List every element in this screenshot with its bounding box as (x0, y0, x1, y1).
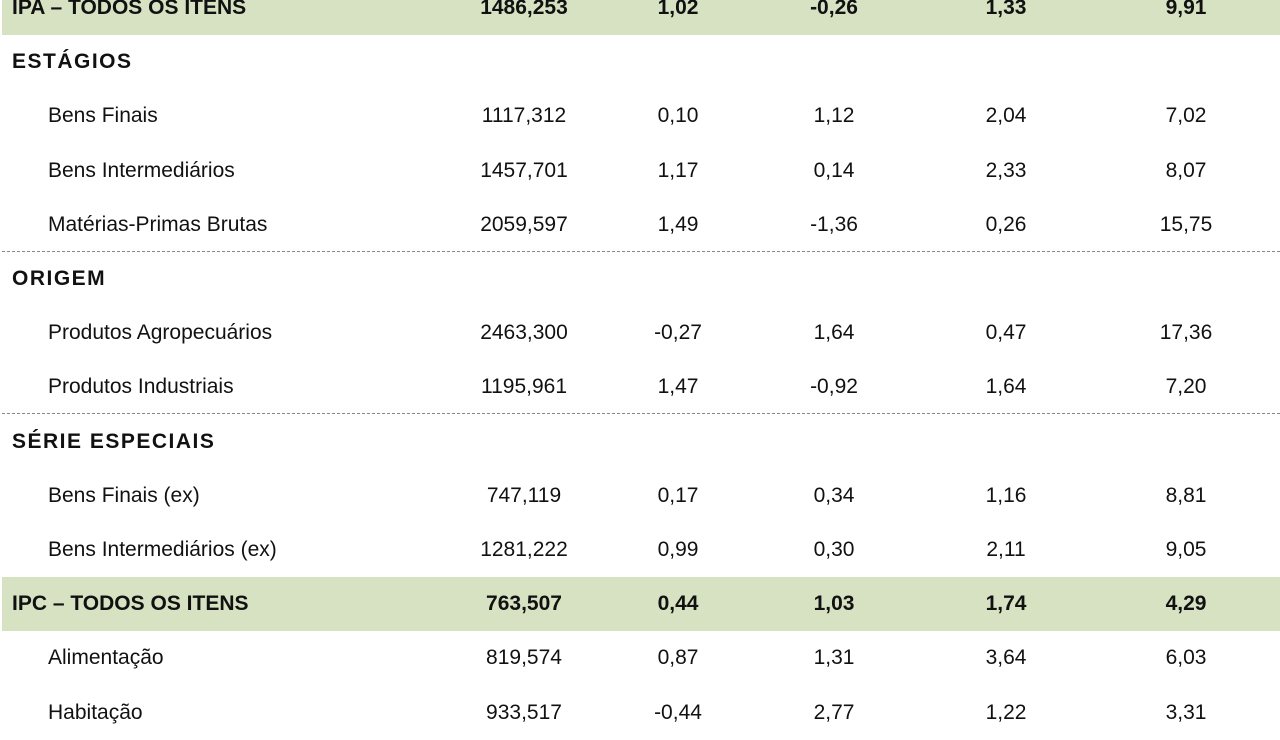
section-row: ESTÁGIOS (2, 35, 1280, 89)
cell: 1,03 (813, 592, 855, 616)
cell: 1281,222 (480, 538, 568, 561)
cell: -0,27 (654, 321, 702, 345)
total-row: IPA – TODOS OS ITENS 1486,253 1,02 -0,26 1,3… (2, 0, 1280, 35)
cell: 7,02 (1165, 104, 1207, 128)
item-row: Alimentação 819,574 0,87 1,31 3,64 6,03 (2, 631, 1280, 685)
cell: 1486,253 (480, 0, 568, 19)
item-row: Matérias-Primas Brutas 2059,597 1,49 -1,36 0… (2, 198, 1280, 252)
cell: 1,47 (657, 375, 699, 399)
cell: 1,74 (985, 592, 1027, 616)
row-label: Habitação (48, 700, 143, 724)
row-label: IPC – TODOS OS ITENS (12, 592, 249, 616)
row-label: SÉRIE ESPECIAIS (12, 429, 216, 453)
cell: 2,04 (985, 104, 1027, 128)
cell: 933,517 (486, 700, 562, 724)
cell: 819,574 (486, 646, 562, 670)
cell: -0,92 (810, 375, 858, 399)
cell: 4,29 (1165, 592, 1207, 616)
row-label: ESTÁGIOS (12, 50, 133, 74)
section-row: ORIGEM (2, 252, 1280, 306)
cell: 0,10 (657, 104, 699, 128)
row-label: IPA – TODOS OS ITENS (12, 0, 247, 19)
item-row: Bens Intermediários (ex) 1281,222 0,99 0,30… (2, 523, 1280, 577)
cell: 17,36 (1159, 321, 1213, 345)
row-label: Bens Intermediários (48, 158, 235, 182)
row-label: Matérias-Primas Brutas (48, 212, 268, 236)
cell: 1,12 (813, 104, 855, 128)
cell: 6,03 (1165, 646, 1207, 670)
cell: 1,22 (985, 700, 1027, 724)
cell: -0,44 (654, 700, 702, 724)
cell: 2,33 (985, 158, 1027, 182)
page: {"table": {"rows": [ {"label": "IPA – TO… (0, 0, 1280, 724)
cell: 1,31 (813, 646, 855, 670)
cell: 0,30 (813, 538, 855, 561)
cell: 0,26 (985, 212, 1027, 236)
cell: 7,20 (1165, 375, 1207, 399)
cell: 0,14 (813, 158, 855, 182)
cell: 763,507 (486, 592, 562, 616)
cell: 8,07 (1165, 158, 1207, 182)
row-label: Produtos Agropecuários (48, 321, 273, 345)
row-label: Produtos Industriais (48, 375, 234, 399)
cell: 1,64 (985, 375, 1027, 399)
cell: 3,64 (985, 646, 1027, 670)
section-row: SÉRIE ESPECIAIS (2, 415, 1280, 469)
cell: 0,17 (657, 483, 699, 507)
cell: 9,91 (1165, 0, 1207, 19)
cell: 747,119 (486, 483, 562, 507)
cell: 3,31 (1165, 700, 1207, 724)
item-row: Bens Intermediários 1457,701 1,17 0,14 2,33 8… (2, 144, 1280, 198)
cell: 1,49 (657, 212, 699, 236)
cell: 0,34 (813, 483, 855, 507)
cell: 1,02 (657, 0, 699, 19)
cell: 0,99 (657, 538, 699, 561)
total-row: IPC – TODOS OS ITENS 763,507 0,44 1,03 1,74 4… (2, 577, 1280, 632)
cell: -1,36 (810, 212, 858, 236)
cell: 0,87 (657, 646, 699, 670)
item-row: Bens Finais 1117,312 0,10 1,12 2,04 7,02 (2, 89, 1280, 143)
cell: 15,75 (1159, 212, 1213, 236)
cell: 2463,300 (480, 321, 568, 345)
cell: 2,11 (986, 538, 1026, 561)
cell: 1457,701 (480, 158, 568, 182)
row-label: Bens Finais (48, 104, 158, 128)
cell: 2,77 (813, 700, 855, 724)
cell: 1195,961 (480, 375, 568, 399)
cell: 1,17 (657, 158, 699, 182)
cell: 9,05 (1165, 538, 1207, 561)
row-label: Bens Intermediários (ex) (48, 538, 277, 561)
row-label: Alimentação (48, 646, 164, 670)
cell: 8,81 (1165, 483, 1207, 507)
cell: 1117,312 (481, 104, 567, 128)
cell: -0,26 (810, 0, 858, 19)
cell: 1,64 (813, 321, 855, 345)
row-label: Bens Finais (ex) (48, 483, 200, 507)
cell: 1,33 (985, 0, 1027, 19)
row-label: ORIGEM (12, 267, 107, 290)
item-row: Produtos Industriais 1195,961 1,47 -0,92 1,6… (2, 360, 1280, 415)
item-row: Produtos Agropecuários 2463,300 -0,27 1,64 0… (2, 306, 1280, 360)
cell: 0,47 (985, 321, 1027, 345)
item-row: Habitação 933,517 -0,44 2,77 1,22 3,31 (2, 686, 1280, 740)
cell: 1,16 (985, 483, 1027, 507)
item-row: Bens Finais (ex) 747,119 0,17 0,34 1,16 8,81 (2, 469, 1280, 523)
cell: 0,44 (657, 592, 699, 616)
cell: 2059,597 (480, 212, 568, 236)
